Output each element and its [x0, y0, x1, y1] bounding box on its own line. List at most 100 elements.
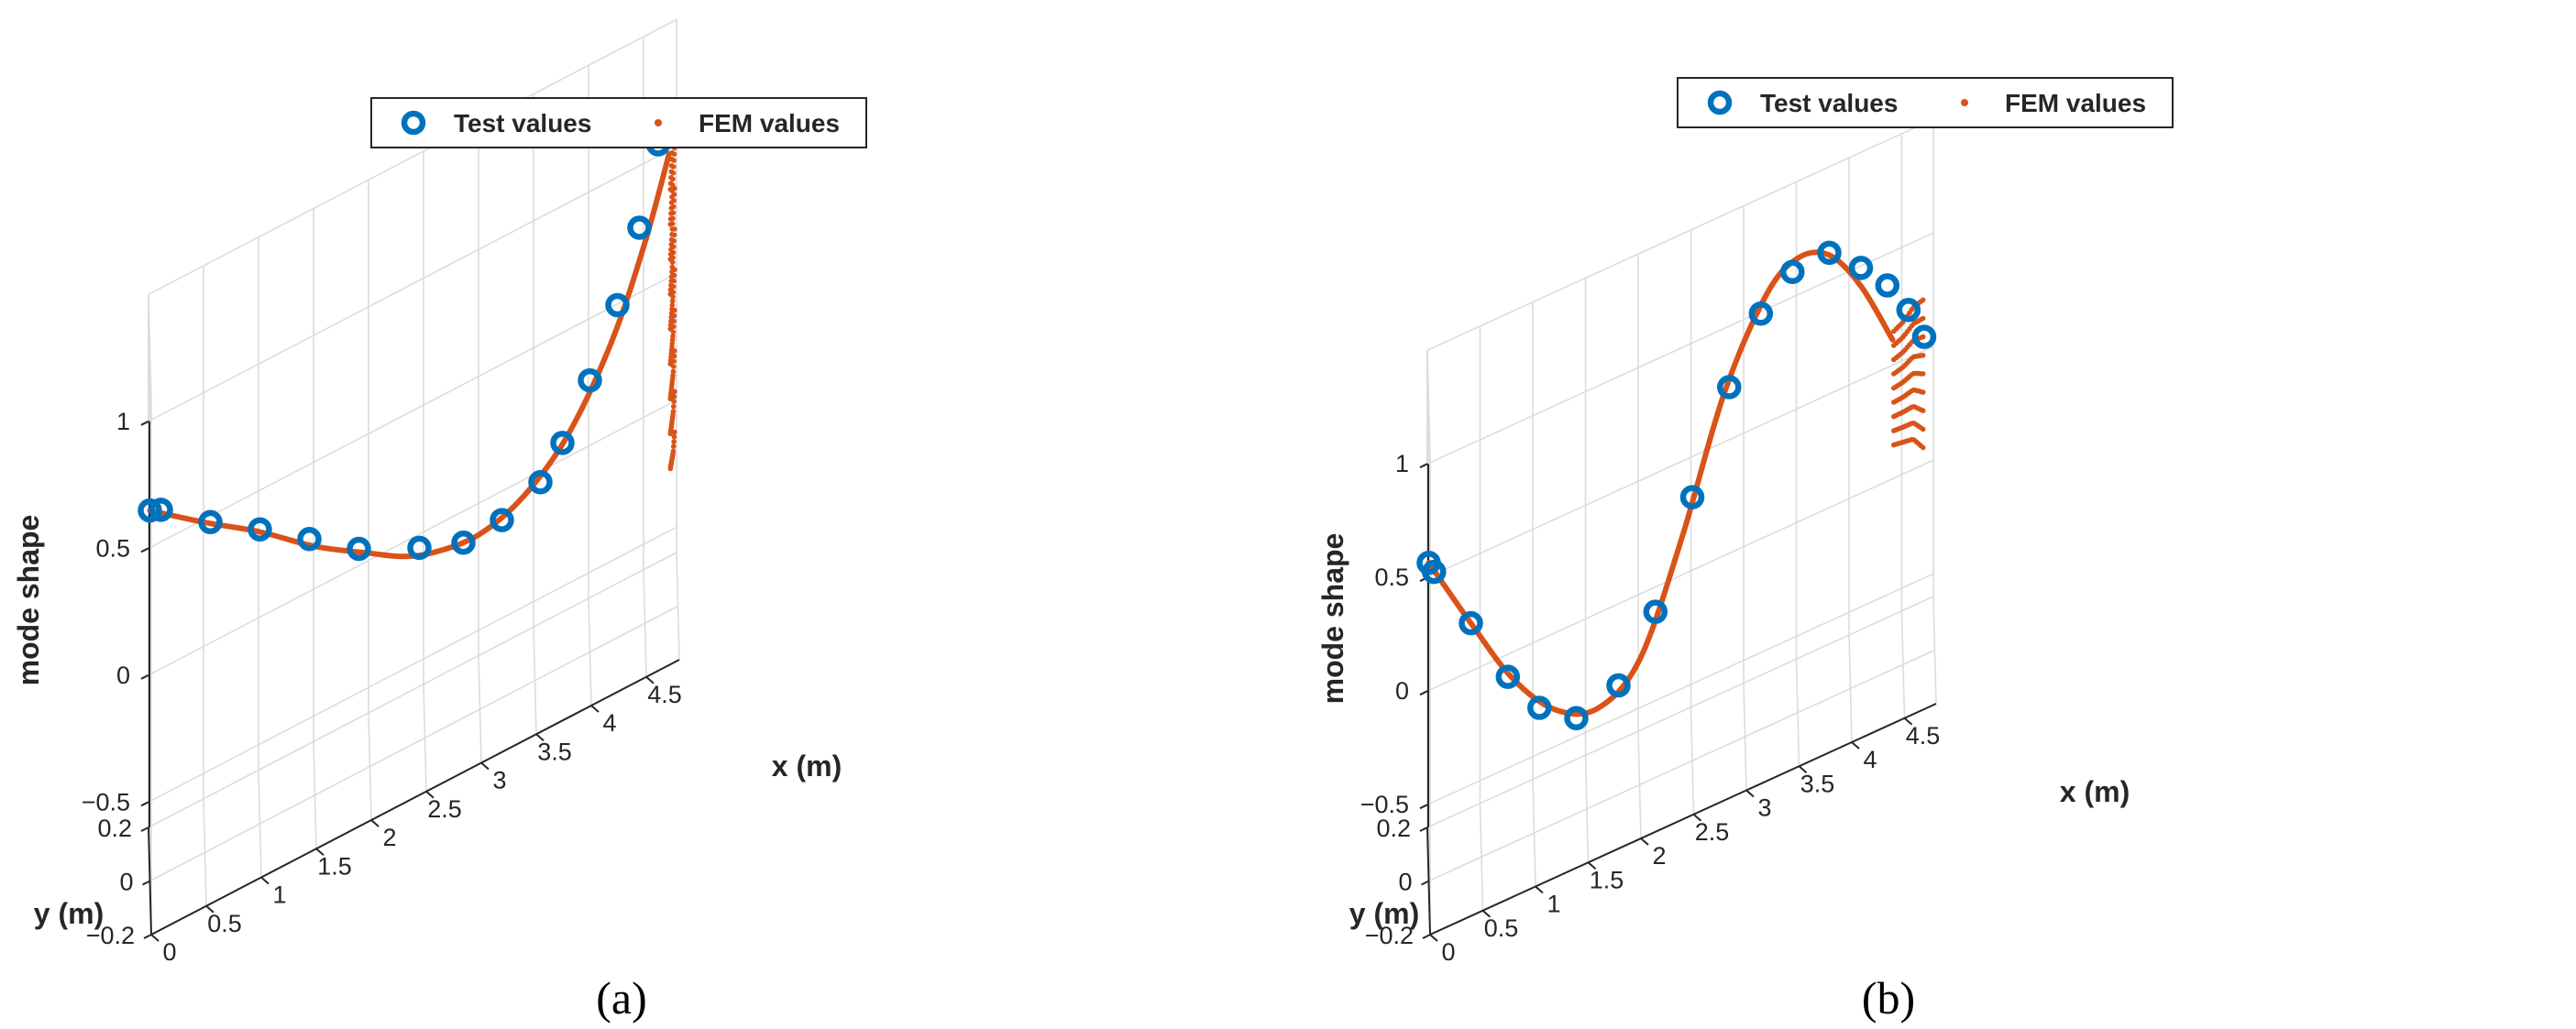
pb-y-tick-mark	[1421, 880, 1429, 886]
panel-b-y-axis-label: y (m)	[1349, 897, 1419, 930]
pa-grid-back-z	[148, 146, 677, 422]
pa-fem-point	[671, 198, 677, 203]
pa-fem-point	[670, 164, 677, 170]
pb-x-tick-mark	[1745, 789, 1755, 798]
pa-x-tick-label: 2.5	[427, 795, 462, 823]
pa-fem-point	[671, 434, 677, 440]
pa-fem-point	[670, 334, 676, 339]
pb-z-tick-label: −0.5	[1360, 791, 1409, 818]
pb-test-point	[1564, 706, 1589, 731]
pb-grid-back-z	[1426, 459, 1934, 692]
pb-z-tick-mark	[1419, 690, 1428, 696]
pb-grid-floor-y	[1428, 649, 1935, 882]
panel-b-legend-fem-label: FEM values	[2005, 89, 2146, 117]
pb-fem-point	[1920, 353, 1926, 358]
pb-x-tick-label: 1	[1547, 891, 1560, 918]
panel-a-legend: Test values FEM values	[370, 97, 867, 148]
pb-x-tick-mark	[1587, 861, 1597, 870]
pa-y-tick-label: 0	[119, 869, 133, 896]
pb-z-tick-label: 0.5	[1374, 564, 1409, 591]
panel-b-legend-box	[1677, 77, 2174, 128]
pb-fem-point	[1920, 371, 1926, 377]
pa-fem-point	[671, 151, 677, 157]
pb-test-point	[1848, 256, 1874, 280]
panel-b-x-ticks: 0 0.5 1 1.5 2 2.5 3 3.5 4 4.5	[1429, 717, 1941, 966]
pb-test-point	[1780, 259, 1805, 285]
pa-fem-point	[670, 215, 676, 222]
pa-y-tick-label: −0.2	[86, 922, 135, 949]
pa-fem-point	[670, 284, 677, 290]
pb-test-point	[1643, 599, 1668, 624]
pb-x-tick-mark	[1903, 717, 1913, 726]
pb-y-tick-label: 0	[1398, 869, 1412, 896]
pa-box-edge	[148, 18, 677, 296]
pa-grid-floor-y	[149, 605, 678, 882]
pa-fem-point	[671, 318, 677, 324]
pb-y-tick-label: 0.2	[1376, 815, 1411, 842]
pa-test-point	[347, 536, 371, 562]
pb-test-point	[1679, 485, 1705, 509]
panel-b-caption: (b)	[1862, 972, 1915, 1024]
pa-fem-point	[669, 298, 676, 304]
pa-fem-point	[671, 278, 677, 284]
pa-x-tick-mark	[205, 904, 215, 914]
panel-a-y-axis-label: y (m)	[34, 897, 104, 930]
pa-fem-point	[672, 267, 677, 273]
panel-a-z-ticks: 1 0.5 0 −0.5	[82, 408, 149, 816]
pa-test-point	[149, 498, 173, 522]
pa-fem-point	[670, 403, 677, 410]
pa-fem-point	[670, 290, 677, 295]
pa-fem-point	[669, 302, 676, 308]
pb-test-point	[1459, 610, 1483, 636]
pa-x-tick-label: 3	[492, 767, 506, 794]
panel-a-fem-series	[147, 104, 677, 560]
pb-x-tick-label: 1.5	[1590, 866, 1624, 893]
pb-z-tick-label: 1	[1395, 450, 1409, 477]
pb-test-point	[1422, 559, 1447, 585]
pa-test-point	[297, 527, 322, 552]
pa-fem-point	[670, 170, 677, 176]
pb-x-tick-label: 4.5	[1906, 722, 1941, 750]
pb-test-point	[1606, 673, 1631, 698]
pa-grid-back-z	[148, 400, 677, 676]
pa-y-tick-mark	[143, 934, 152, 939]
pa-x-tick-label: 3.5	[537, 738, 572, 765]
pa-fem-point	[671, 238, 677, 244]
pa-x-tick-mark	[480, 761, 490, 771]
pa-z-tick-label: −0.5	[82, 788, 130, 816]
pb-y-tick-mark	[1422, 934, 1431, 939]
pb-test-point	[1717, 375, 1742, 400]
pa-fem-point	[672, 307, 677, 313]
pa-fem-point	[671, 232, 677, 238]
pb-y-tick-label: −0.2	[1365, 922, 1414, 949]
pa-test-point	[490, 508, 514, 532]
pa-z-tick-mark	[140, 547, 149, 553]
pa-test-point	[550, 431, 575, 455]
pa-fem-point	[670, 443, 677, 450]
pa-x-tick-mark	[425, 790, 435, 799]
pb-x-tick-label: 4	[1863, 746, 1877, 773]
panel-a-x-ticks: 0 0.5 1 1.5 2 2.5 3 3.5 4 4.5	[150, 675, 682, 966]
panel-b-plot: 10.50−0.5 00.511.522.533.544.5 0.20−0.2 …	[1316, 77, 2174, 1024]
panel-a-z-axis-label: mode shape	[12, 515, 45, 686]
panel-b-y-ticks: 0.2 0 −0.2	[1365, 815, 1431, 949]
pa-y-tick-mark	[142, 880, 150, 886]
pb-grid-back-z	[1426, 345, 1934, 578]
panel-a-legend-fem-marker	[655, 119, 662, 126]
pb-x-tick-mark	[1429, 934, 1438, 942]
pb-x-tick-label: 0.5	[1484, 914, 1519, 942]
pb-fem-point	[1920, 297, 1926, 303]
pb-fem-point	[1920, 334, 1926, 340]
pb-box-edge	[1426, 350, 1431, 458]
pb-x-axis-line	[1429, 703, 1937, 936]
pa-x-tick-label: 0.5	[207, 910, 242, 937]
pa-test-point	[138, 498, 162, 523]
panel-a-caption: (a)	[596, 972, 647, 1024]
pa-fem-point	[670, 294, 676, 300]
pa-x-tick-mark	[150, 934, 160, 942]
pb-z-tick-mark	[1419, 463, 1428, 469]
panel-b-z-ticks: 1 0.5 0 −0.5	[1360, 450, 1428, 818]
pa-fem-point	[671, 192, 677, 198]
panel-b-grid	[1426, 118, 1937, 936]
